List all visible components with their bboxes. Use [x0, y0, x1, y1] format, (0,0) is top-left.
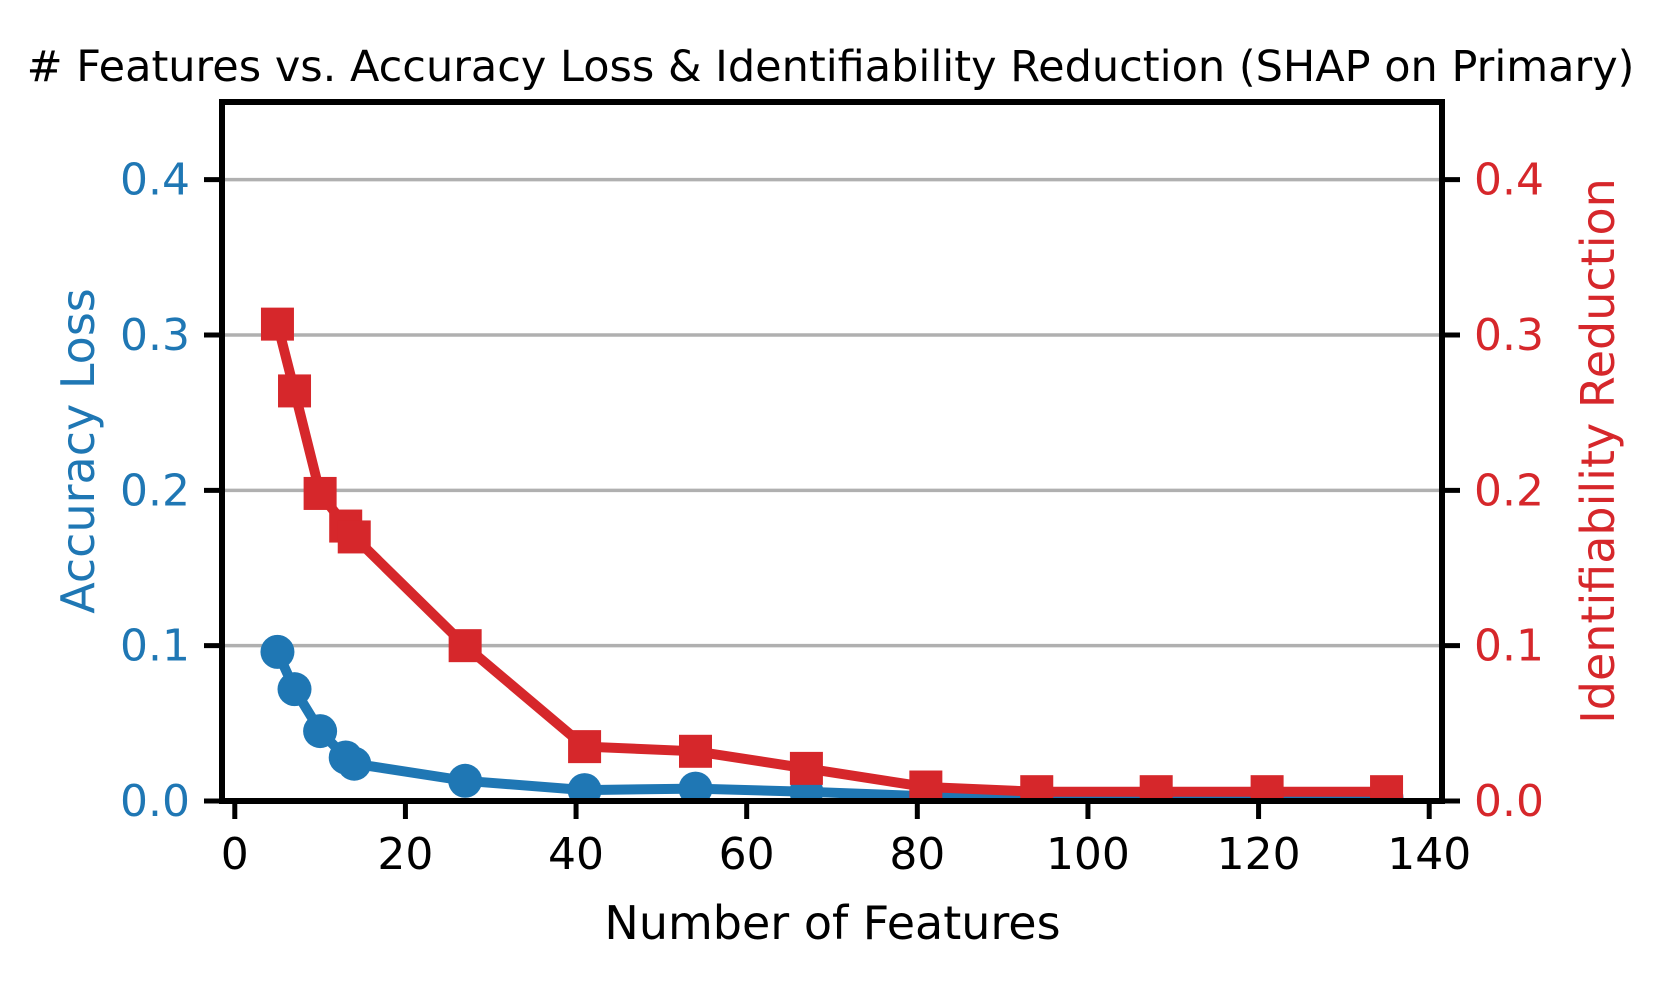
left-axis-label: Accuracy Loss	[51, 288, 105, 614]
right-y-tick-label: 0.2	[1474, 465, 1544, 516]
left-y-tick-label: 0.2	[120, 465, 190, 516]
identifiability-point	[1250, 775, 1284, 801]
accuracy-loss-point	[567, 773, 602, 801]
right-y-tick-label: 0.4	[1474, 155, 1544, 206]
left-y-tick-label: 0.0	[120, 776, 190, 827]
right-y-tick-label: 0.0	[1474, 776, 1544, 827]
x-tick-label: 0	[221, 829, 249, 880]
right-axis-label: Identifiability Reduction	[1571, 178, 1625, 724]
accuracy-loss-point	[303, 714, 338, 749]
identifiability-series	[260, 307, 1404, 801]
x-tick-label: 100	[1046, 829, 1130, 880]
right-y-tick-label: 0.1	[1474, 621, 1544, 672]
left-y-tick-label: 0.3	[120, 310, 190, 361]
accuracy-loss-point	[678, 771, 713, 801]
left-y-tick-label: 0.4	[120, 155, 190, 206]
identifiability-point	[448, 629, 482, 663]
identifiability-point	[909, 770, 943, 801]
identifiability-line	[272, 322, 1387, 797]
x-tick-label: 140	[1387, 829, 1471, 880]
right-y-tick-label: 0.3	[1474, 310, 1544, 361]
accuracy-loss-point	[448, 763, 483, 798]
x-tick-label: 20	[377, 829, 433, 880]
accuracy-loss-point	[277, 672, 312, 707]
identifiability-point	[568, 730, 602, 764]
identifiability-point	[678, 734, 712, 768]
x-tick-label: 80	[889, 829, 945, 880]
x-tick-label: 60	[719, 829, 775, 880]
identifiability-point	[1020, 775, 1054, 801]
identifiability-point	[1139, 775, 1173, 801]
left-y-tick-label: 0.1	[120, 621, 190, 672]
x-tick-label: 40	[548, 829, 604, 880]
x-tick-label: 120	[1217, 829, 1301, 880]
identifiability-point	[278, 374, 312, 408]
accuracy-loss-point	[260, 634, 295, 669]
chart-title: # Features vs. Accuracy Loss & Identifia…	[26, 42, 1635, 92]
identifiability-point	[260, 307, 294, 341]
accuracy-loss-point	[337, 746, 372, 781]
identifiability-point	[303, 476, 337, 510]
x-axis-label: Number of Features	[604, 896, 1061, 950]
identifiability-point	[1370, 775, 1404, 801]
plot-border	[219, 99, 1445, 804]
identifiability-point	[337, 520, 371, 554]
identifiability-point	[789, 751, 823, 785]
